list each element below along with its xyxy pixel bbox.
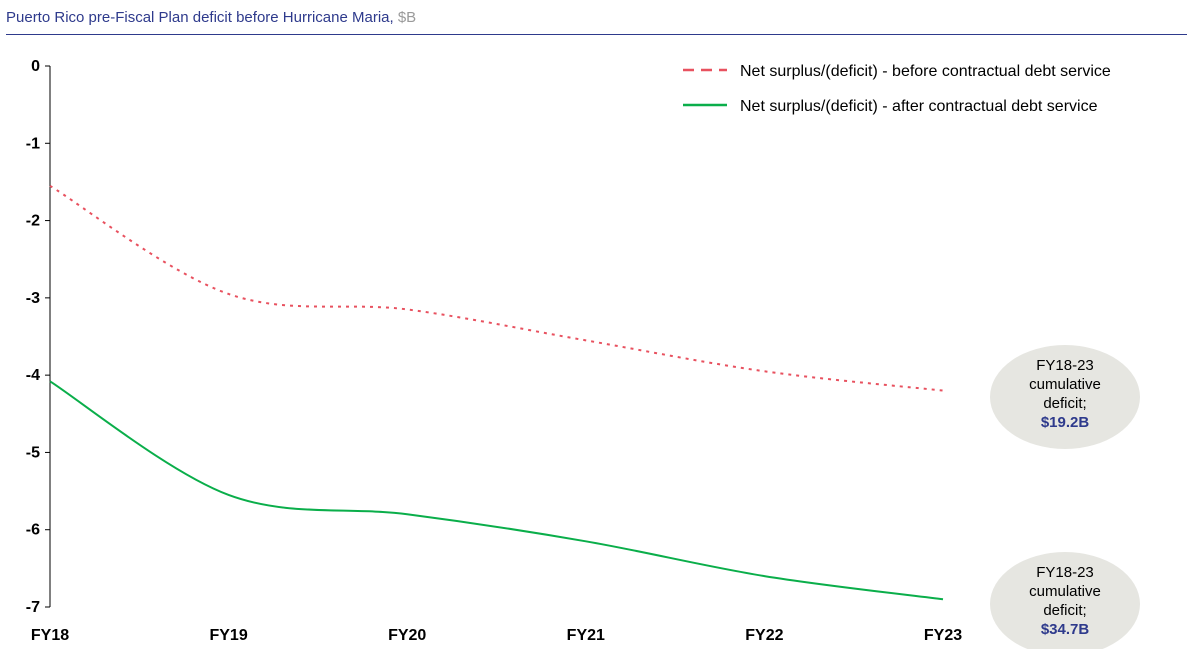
x-tick-label: FY23 xyxy=(924,627,962,644)
y-tick-label: -5 xyxy=(26,444,40,461)
y-tick-label: -7 xyxy=(26,599,40,616)
annotation-text: deficit; xyxy=(1043,395,1086,412)
x-tick-label: FY20 xyxy=(388,627,426,644)
x-tick-label: FY21 xyxy=(567,627,605,644)
y-tick-label: -6 xyxy=(26,522,40,539)
annotation-text: FY18-23 xyxy=(1036,564,1094,581)
y-tick-label: -1 xyxy=(26,135,40,152)
annotation-text: deficit; xyxy=(1043,602,1086,619)
y-tick-label: -2 xyxy=(26,213,40,230)
x-tick-label: FY19 xyxy=(209,627,247,644)
annotation-text: cumulative xyxy=(1029,376,1101,393)
x-tick-label: FY22 xyxy=(745,627,783,644)
annotation-value-1: $19.2B xyxy=(1041,414,1090,431)
series-line-2 xyxy=(50,381,943,599)
annotation-value-2: $34.7B xyxy=(1041,621,1090,638)
legend-label-2: Net surplus/(deficit) - after contractua… xyxy=(740,98,1098,115)
x-tick-label: FY18 xyxy=(31,627,69,644)
annotation-text: FY18-23 xyxy=(1036,357,1094,374)
legend-label-1: Net surplus/(deficit) - before contractu… xyxy=(740,63,1111,80)
annotation-text: cumulative xyxy=(1029,583,1101,600)
y-tick-label: -3 xyxy=(26,290,40,307)
series-line-1 xyxy=(50,186,943,391)
y-tick-label: -4 xyxy=(26,367,40,384)
y-tick-label: 0 xyxy=(31,58,40,75)
